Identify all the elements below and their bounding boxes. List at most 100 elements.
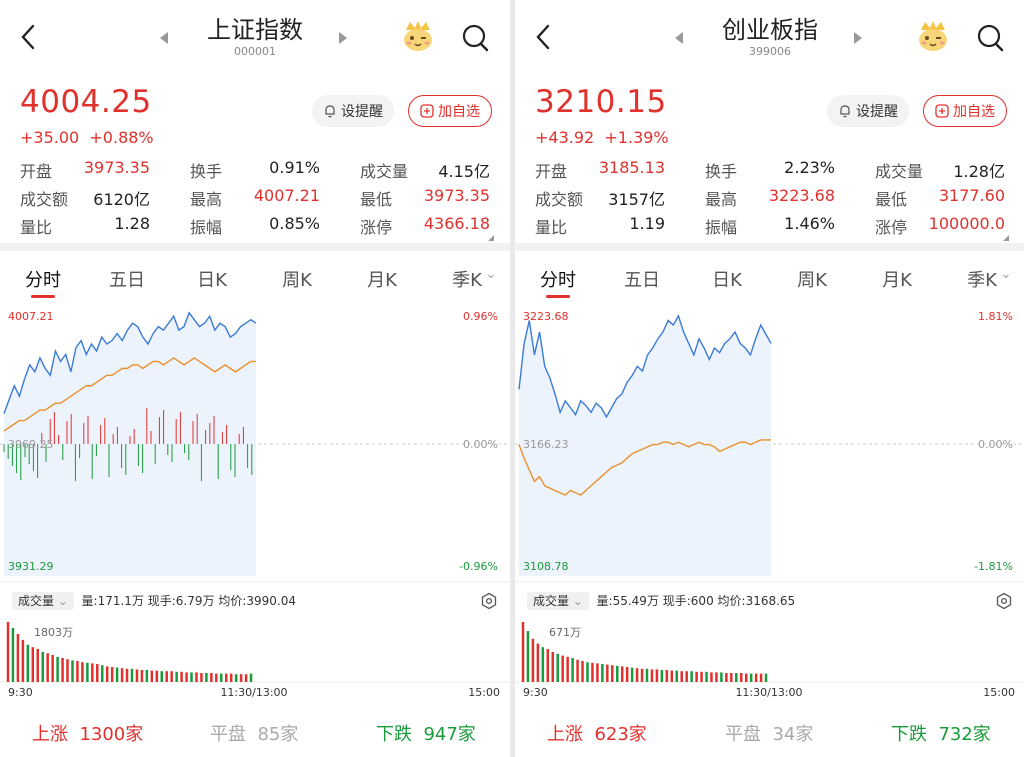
decliners-label: 下跌 xyxy=(376,724,412,745)
set-alert-label: 设提醒 xyxy=(341,104,383,120)
axis-high-pct: 0.96% xyxy=(463,310,498,323)
time-start-label: 9:30 xyxy=(523,686,548,699)
tab-1[interactable]: 五日 xyxy=(624,270,660,291)
intraday-chart[interactable]: 4007.21 0.96% 3969.25 0.00% 3931.29 -0.96% 180… xyxy=(0,300,510,700)
time-mid-label: 11:30/13:00 xyxy=(735,686,802,699)
active-tab-indicator xyxy=(31,295,55,298)
add-watchlist-button[interactable]: 加自选 xyxy=(408,95,492,127)
back-arrow-icon xyxy=(536,24,550,50)
add-watchlist-button[interactable]: 加自选 xyxy=(923,95,1007,127)
index-code: 399006 xyxy=(749,45,791,58)
price-change: +43.92 +1.39% xyxy=(535,128,669,147)
stat-label: 最低 xyxy=(360,190,393,209)
stat-label: 量比 xyxy=(535,218,568,237)
change-value: +43.92 xyxy=(535,128,595,147)
next-index-button[interactable] xyxy=(337,30,349,49)
unchanged-label: 平盘 xyxy=(725,724,761,745)
axis-low-pct: -1.81% xyxy=(974,560,1013,573)
stat-value: 0.91% xyxy=(269,158,320,177)
stat-value: 1.28 xyxy=(114,214,150,233)
tab-3[interactable]: 周K xyxy=(797,270,827,291)
tab-2[interactable]: 日K xyxy=(197,270,227,291)
intraday-chart[interactable]: 3223.68 1.81% 3166.23 0.00% 3108.78 -1.81% 671… xyxy=(515,300,1024,700)
triangle-right-icon xyxy=(339,32,347,44)
tab-0[interactable]: 分时 xyxy=(25,270,61,291)
stat-label: 涨停 xyxy=(875,218,908,237)
next-index-button[interactable] xyxy=(852,30,864,49)
settings-button[interactable] xyxy=(480,592,498,610)
current-price: 3210.15 xyxy=(535,84,667,120)
chevron-down-icon: ⌄ xyxy=(1000,266,1012,282)
price-area-fill xyxy=(519,315,771,576)
axis-high-pct: 1.81% xyxy=(978,310,1013,323)
tab-5[interactable]: 季K xyxy=(967,270,997,291)
stat-value: 3177.60 xyxy=(938,186,1005,205)
stat-value: 4.15亿 xyxy=(438,162,490,181)
stat-value: 4007.21 xyxy=(253,186,320,205)
volume-indicator-select[interactable]: 成交量 ⌄ xyxy=(527,592,589,610)
advancers-label: 上涨 xyxy=(32,724,68,745)
stat-value: 6120亿 xyxy=(93,190,150,209)
tab-0[interactable]: 分时 xyxy=(540,270,576,291)
axis-mid-pct: 0.00% xyxy=(978,438,1013,451)
unchanged-value: 85家 xyxy=(257,724,299,745)
volume-indicator-select[interactable]: 成交量 ⌄ xyxy=(12,592,74,610)
stat-value: 1.19 xyxy=(629,214,665,233)
change-percent: +1.39% xyxy=(604,128,669,147)
search-icon xyxy=(977,24,1004,52)
set-alert-button[interactable]: 设提醒 xyxy=(312,95,394,127)
active-tab-indicator xyxy=(546,295,570,298)
stat-label: 量比 xyxy=(20,218,53,237)
hexagon-gear-icon xyxy=(996,592,1012,610)
add-watchlist-label: 加自选 xyxy=(438,104,480,120)
search-button[interactable] xyxy=(460,20,492,54)
mascot-icon[interactable] xyxy=(915,18,951,54)
index-title: 创业板指 xyxy=(722,16,818,44)
axis-low-label: 3108.78 xyxy=(523,560,569,573)
add-watchlist-label: 加自选 xyxy=(953,104,995,120)
search-button[interactable] xyxy=(975,20,1007,54)
stat-label: 成交额 xyxy=(535,190,584,209)
right-index-panel: 创业板指 399006 3210.15 +43.92 +1.39% 设提醒 加自… xyxy=(515,0,1024,757)
prev-index-button[interactable] xyxy=(158,30,170,49)
volume-label: 成交量 xyxy=(18,594,55,608)
tab-4[interactable]: 月K xyxy=(367,270,397,291)
back-button[interactable] xyxy=(14,20,44,54)
advancers-label: 上涨 xyxy=(547,724,583,745)
advancers-value: 1300家 xyxy=(79,724,144,745)
mascot-icon[interactable] xyxy=(400,18,436,54)
expand-corner-icon[interactable] xyxy=(1003,235,1009,241)
decliners-count: 下跌 947家 xyxy=(376,720,476,746)
price-change: +35.00 +0.88% xyxy=(20,128,154,147)
tab-5[interactable]: 季K xyxy=(452,270,482,291)
time-end-label: 15:00 xyxy=(983,686,1015,699)
current-price: 4004.25 xyxy=(20,84,152,120)
tab-1[interactable]: 五日 xyxy=(109,270,145,291)
triangle-left-icon xyxy=(675,32,683,44)
unchanged-count: 平盘 34家 xyxy=(725,720,813,746)
chevron-down-icon: ⌄ xyxy=(57,594,68,608)
advancers-count: 上涨 623家 xyxy=(547,720,647,746)
back-button[interactable] xyxy=(529,20,559,54)
price-line xyxy=(518,314,772,419)
advancers-value: 623家 xyxy=(594,724,647,745)
decliners-value: 947家 xyxy=(423,724,476,745)
average-line xyxy=(3,357,256,432)
axis-high-label: 3223.68 xyxy=(523,310,569,323)
settings-button[interactable] xyxy=(995,592,1013,610)
set-alert-button[interactable]: 设提醒 xyxy=(827,95,909,127)
back-arrow-icon xyxy=(21,24,35,50)
volume-max-label: 1803万 xyxy=(34,626,73,639)
prev-index-button[interactable] xyxy=(673,30,685,49)
tab-3[interactable]: 周K xyxy=(282,270,312,291)
volume-stats: 量:171.1万 现手:6.79万 均价:3990.04 xyxy=(81,594,297,608)
expand-corner-icon[interactable] xyxy=(488,235,494,241)
stat-label: 成交额 xyxy=(20,190,69,209)
axis-low-label: 3931.29 xyxy=(8,560,54,573)
tab-2[interactable]: 日K xyxy=(712,270,742,291)
stat-label: 最高 xyxy=(190,190,223,209)
volume-header: 成交量 ⌄ 量:171.1万 现手:6.79万 均价:3990.04 xyxy=(12,592,297,610)
average-line xyxy=(518,439,771,496)
tab-4[interactable]: 月K xyxy=(882,270,912,291)
stat-label: 开盘 xyxy=(20,162,53,181)
